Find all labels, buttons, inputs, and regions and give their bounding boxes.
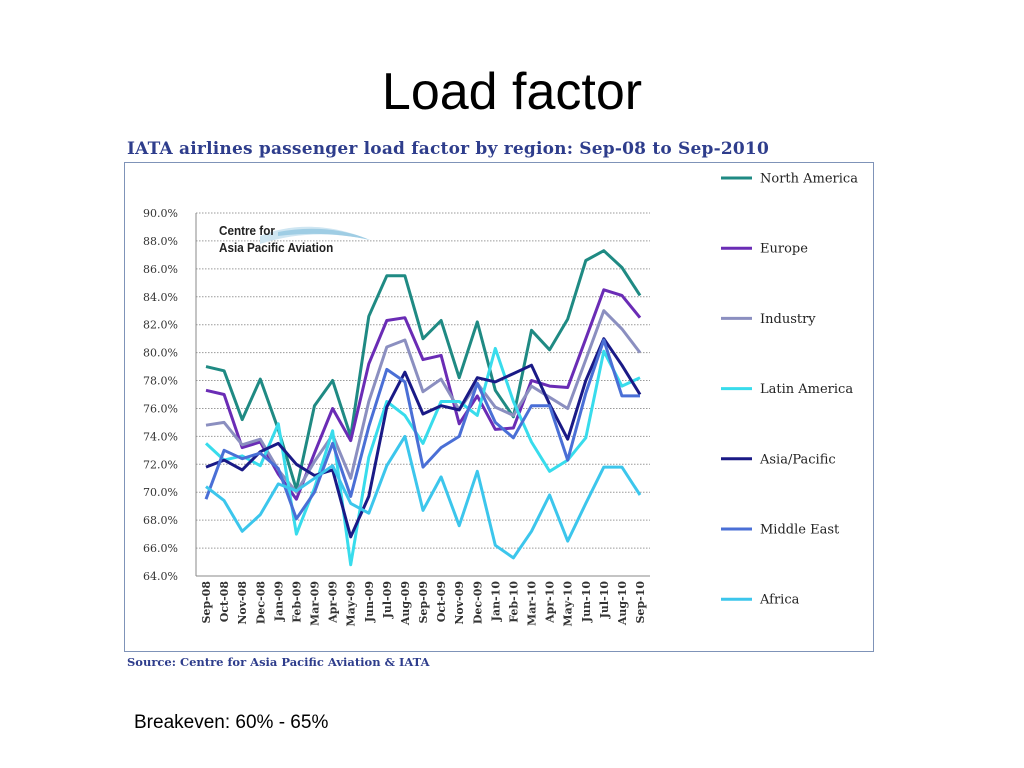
y-tick-label: 70.0% xyxy=(143,486,178,499)
x-tick-label: Jul-10 xyxy=(598,581,611,620)
x-tick-label: Oct-09 xyxy=(435,581,448,622)
x-tick-label: Dec-09 xyxy=(471,581,484,624)
legend-label: Industry xyxy=(760,312,816,327)
y-tick-label: 86.0% xyxy=(143,263,178,276)
x-tick-label: Jun-10 xyxy=(580,581,593,623)
y-tick-label: 88.0% xyxy=(143,235,178,248)
x-tick-label: Apr-10 xyxy=(544,581,557,624)
legend-label: Middle East xyxy=(760,523,840,538)
x-tick-label: May-09 xyxy=(345,581,358,627)
chart-title: IATA airlines passenger load factor by r… xyxy=(127,139,769,159)
capa-logo-line2: Asia Pacific Aviation xyxy=(219,240,334,255)
legend-label: Latin America xyxy=(760,382,853,397)
breakeven-note: Breakeven: 60% - 65% xyxy=(134,712,329,733)
x-tick-label: Dec-08 xyxy=(254,581,267,624)
x-tick-label: Nov-08 xyxy=(236,581,249,625)
x-tick-label: Mar-09 xyxy=(309,581,322,626)
series-line xyxy=(205,288,642,501)
x-tick-label: Jan-10 xyxy=(489,581,502,623)
series-line xyxy=(204,338,640,521)
x-tick-label: Sep-09 xyxy=(417,581,430,624)
x-tick-label: Aug-09 xyxy=(399,581,412,626)
x-tick-label: Feb-10 xyxy=(507,581,520,623)
y-tick-label: 76.0% xyxy=(143,402,178,415)
x-tick-label: Jan-09 xyxy=(272,581,285,622)
x-tick-label: Sep-08 xyxy=(200,581,213,624)
y-tick-label: 80.0% xyxy=(143,347,178,360)
legend-label: Asia/Pacific xyxy=(759,452,836,467)
x-tick-label: Oct-08 xyxy=(218,581,231,623)
x-tick-label: Jun-09 xyxy=(363,581,376,623)
chart-source: Source: Centre for Asia Pacific Aviation… xyxy=(127,655,430,669)
capa-logo: Centre for Asia Pacific Aviation xyxy=(219,222,333,256)
y-tick-label: 74.0% xyxy=(143,430,178,443)
legend-label: Africa xyxy=(759,593,800,608)
y-tick-label: 66.0% xyxy=(143,542,178,555)
y-tick-label: 82.0% xyxy=(143,319,178,332)
y-tick-label: 78.0% xyxy=(143,375,178,388)
y-tick-label: 84.0% xyxy=(143,291,178,304)
y-tick-label: 64.0% xyxy=(143,570,178,583)
x-tick-label: Nov-09 xyxy=(453,581,466,625)
x-tick-label: Apr-09 xyxy=(327,581,340,624)
capa-logo-line1: Centre for xyxy=(219,223,275,238)
capa-logo-swoosh-icon xyxy=(260,226,370,244)
slide-title: Load factor xyxy=(381,63,643,121)
legend-label: North America xyxy=(760,172,858,187)
x-tick-label: Feb-09 xyxy=(290,581,303,623)
y-tick-label: 72.0% xyxy=(143,458,178,471)
x-tick-label: Sep-10 xyxy=(634,581,647,624)
x-tick-label: May-10 xyxy=(562,581,575,627)
y-tick-label: 68.0% xyxy=(143,514,178,527)
x-tick-label: Aug-10 xyxy=(616,581,629,626)
y-tick-label: 90.0% xyxy=(143,207,178,220)
legend-label: Europe xyxy=(760,242,808,257)
x-tick-label: Mar-10 xyxy=(526,581,539,626)
x-tick-label: Jul-09 xyxy=(381,581,394,619)
series-line xyxy=(205,434,642,560)
series-line xyxy=(205,337,642,539)
